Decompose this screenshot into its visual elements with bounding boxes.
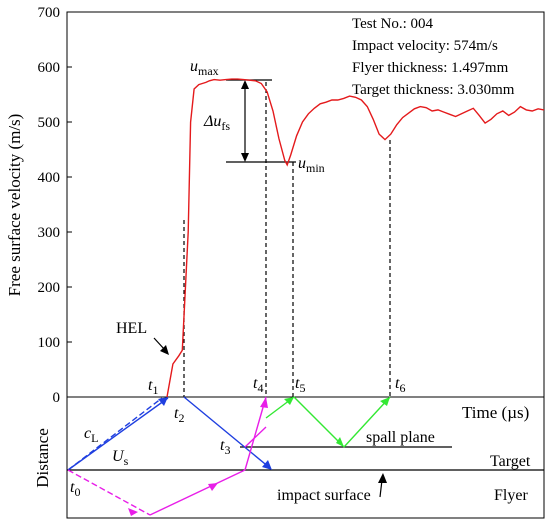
y-tick-label: 300 — [38, 225, 61, 241]
umin-label: umin — [298, 155, 325, 175]
plot-frame — [66, 11, 545, 519]
t5-label: t5 — [295, 375, 305, 395]
time-labels: t1 t2 t4 t5 t6 Time (µs) — [148, 375, 529, 425]
umax-label: umax — [190, 58, 219, 78]
green-wave-2-arrowhead — [336, 437, 344, 447]
green-wave-1-arrowhead — [284, 397, 294, 405]
y-axis-label: Free surface velocity (m/s) — [5, 114, 24, 297]
wave-diagram: Distance t0 t3 cL Us spall plane Target … — [33, 396, 544, 516]
t0-label: t0 — [70, 479, 80, 499]
velocity-annotations: umax umin Δufs HEL — [116, 58, 325, 355]
info-impact-velocity: Impact velocity: 574m/s — [352, 38, 498, 54]
info-target-thickness: Target thickness: 3.030mm — [352, 82, 515, 98]
info-test-no: Test No.: 004 — [352, 16, 434, 32]
us-label: Us — [112, 448, 129, 468]
y-tick-label: 200 — [38, 280, 61, 296]
spall-plane-label: spall plane — [366, 429, 435, 446]
target-arrow-head — [378, 473, 387, 483]
cl-label: cL — [84, 425, 98, 445]
impact-surface-label: impact surface — [277, 487, 371, 504]
us-wave-arrowhead — [158, 397, 168, 406]
distance-label: Distance — [33, 428, 52, 487]
hel-arrow-head — [160, 345, 169, 355]
t6-label: t6 — [395, 375, 405, 395]
reflected-wave-line — [183, 396, 271, 469]
flyer-label: Flyer — [494, 487, 528, 504]
y-tick-label: 100 — [38, 335, 61, 351]
flyer-wave-down — [67, 469, 151, 516]
t3-label: t3 — [220, 437, 230, 457]
y-tick-label: 600 — [38, 60, 61, 76]
flyer-wave-down-arrowhead — [128, 508, 138, 516]
t3-wave-line — [244, 426, 267, 448]
flyer-wave-up — [149, 469, 246, 516]
target-release-wave — [244, 396, 267, 471]
time-marker-lines — [183, 82, 391, 397]
cl-wave-line — [67, 397, 163, 471]
target-release-arrowhead — [260, 397, 268, 408]
flyer-wave-up-arrowhead — [208, 483, 218, 491]
info-box: Test No.: 004 Impact velocity: 574m/s Fl… — [352, 16, 515, 98]
delta-arrow-head-up — [241, 80, 249, 89]
delta-ufs-label: Δufs — [203, 113, 230, 133]
t2-label: t2 — [174, 405, 184, 425]
x-axis-label: Time (µs) — [462, 403, 529, 422]
t4-label: t4 — [253, 375, 263, 395]
velocity-series-line — [166, 78, 545, 398]
target-label: Target — [490, 453, 531, 470]
t1-label: t1 — [148, 377, 158, 397]
info-flyer-thickness: Flyer thickness: 1.497mm — [352, 60, 509, 76]
y-axis: 0 100 200 300 400 500 600 700 — [38, 5, 72, 406]
delta-arrow-head-down — [241, 153, 249, 162]
reflected-wave-arrowhead — [262, 460, 272, 470]
y-tick-label: 700 — [38, 5, 61, 21]
green-wave-3-arrowhead — [380, 397, 390, 406]
y-tick-label: 500 — [38, 115, 61, 131]
hel-label: HEL — [116, 320, 147, 337]
green-wave-2 — [293, 396, 345, 448]
green-wave-3 — [343, 396, 391, 448]
y-tick-label: 400 — [38, 170, 61, 186]
y-tick-label: 0 — [53, 390, 61, 406]
